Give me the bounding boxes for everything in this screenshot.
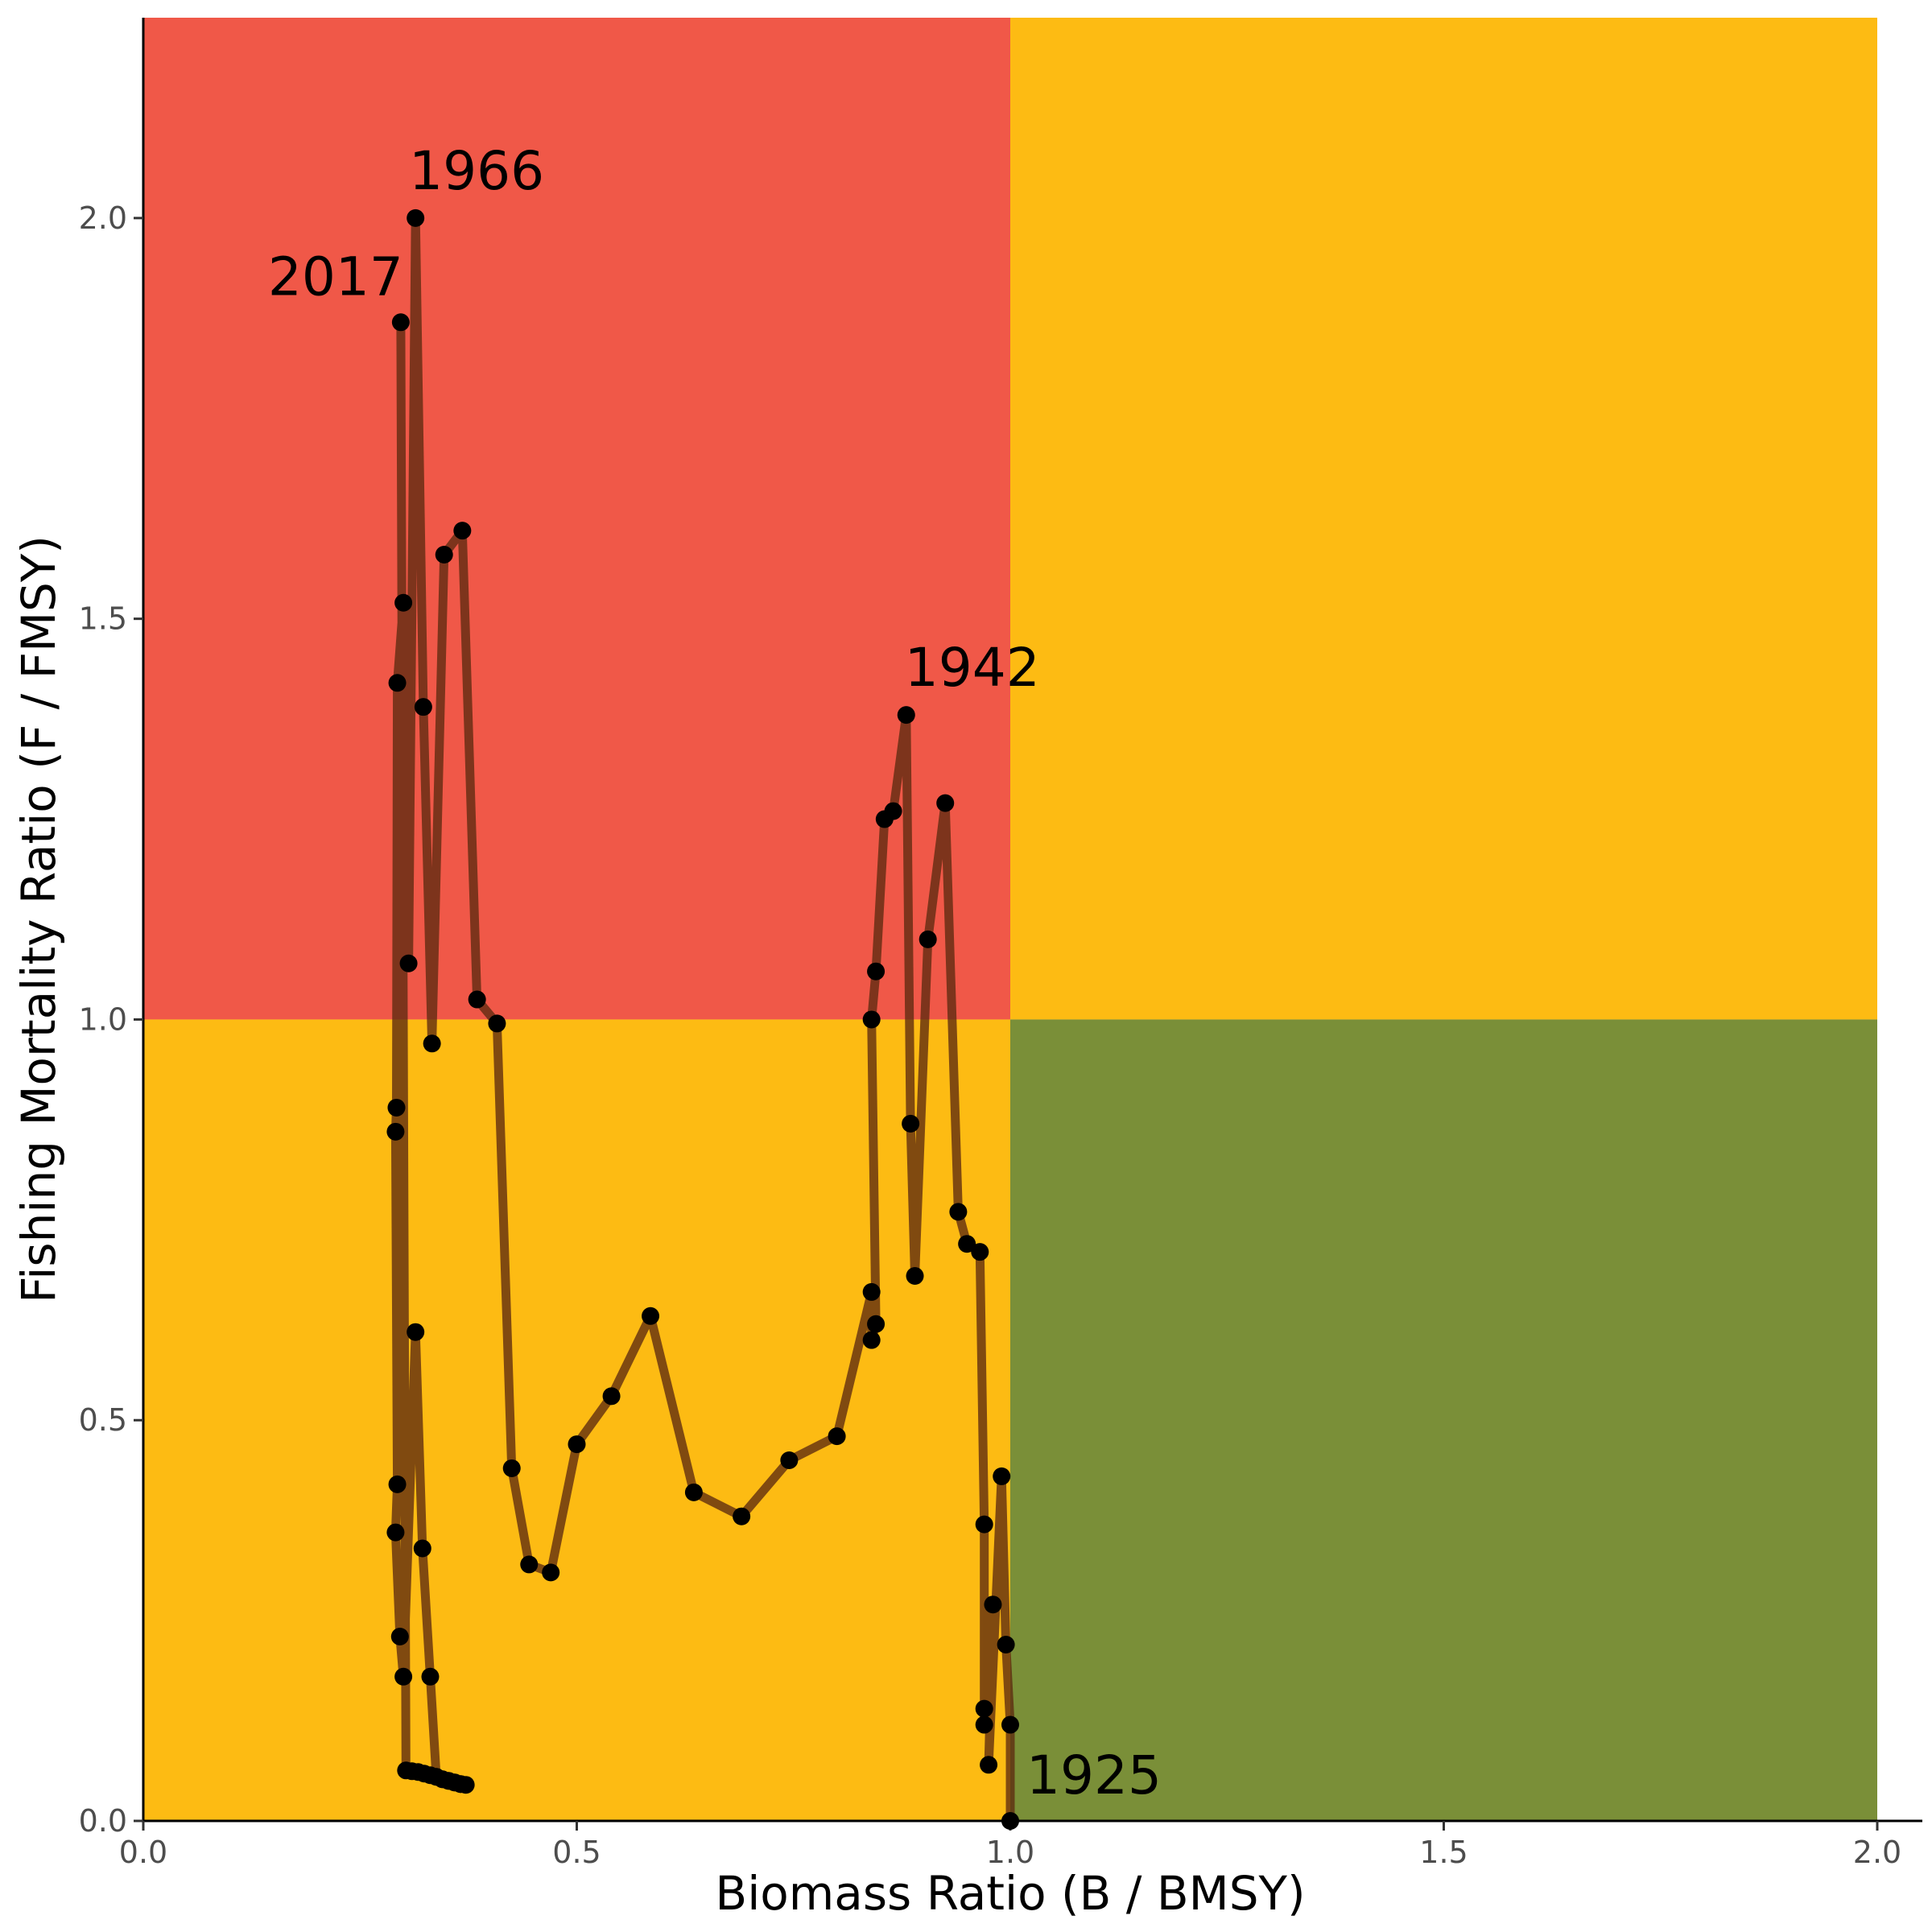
- data-point: [867, 962, 886, 980]
- data-point: [984, 1596, 1002, 1614]
- year-label-1925: 1925: [1026, 1744, 1162, 1806]
- y-tick-label: 1.5: [79, 601, 127, 637]
- year-label-1942: 1942: [905, 637, 1040, 699]
- data-point: [867, 1315, 886, 1333]
- data-point: [936, 794, 955, 812]
- data-point: [902, 1114, 920, 1133]
- data-point: [897, 706, 915, 724]
- data-point: [971, 1243, 989, 1261]
- data-point: [975, 1699, 993, 1718]
- data-point: [862, 1282, 881, 1301]
- data-point: [1001, 1812, 1019, 1830]
- data-point: [975, 1715, 993, 1734]
- data-point: [862, 1010, 881, 1029]
- data-point: [407, 1323, 425, 1341]
- x-tick-label: 1.0: [986, 1835, 1034, 1870]
- year-label-1966: 1966: [409, 140, 544, 202]
- zone-overfished-overfishing: [143, 18, 1010, 1020]
- data-point: [733, 1507, 751, 1525]
- data-point: [642, 1307, 660, 1325]
- y-tick-label: 1.0: [79, 1001, 127, 1037]
- status-zones: [143, 18, 1877, 1821]
- data-point: [684, 1483, 703, 1501]
- data-point: [468, 990, 486, 1009]
- data-point: [1001, 1715, 1019, 1734]
- data-point: [520, 1555, 539, 1574]
- data-point: [414, 698, 432, 716]
- data-point: [997, 1635, 1015, 1653]
- data-point: [423, 1034, 441, 1053]
- data-point: [542, 1563, 560, 1582]
- data-point: [875, 810, 894, 828]
- data-point: [397, 1761, 415, 1780]
- data-point: [390, 1628, 409, 1646]
- data-point: [975, 1515, 993, 1534]
- axes: [142, 18, 1922, 1823]
- x-tick-label: 1.5: [1419, 1835, 1468, 1870]
- data-point: [388, 1475, 407, 1493]
- year-label-2017: 2017: [268, 246, 403, 308]
- data-point: [993, 1467, 1011, 1485]
- x-tick-label: 0.0: [119, 1835, 167, 1870]
- data-point: [980, 1756, 998, 1774]
- data-point: [407, 208, 425, 227]
- data-point: [421, 1667, 440, 1686]
- data-point: [391, 313, 410, 332]
- data-point: [862, 1331, 881, 1349]
- y-axis-title: Fishing Mortality Ratio (F / FMSY): [11, 535, 66, 1303]
- y-tick-label: 0.5: [79, 1402, 127, 1438]
- trajectory-points: [386, 208, 1019, 1830]
- x-tick-label: 2.0: [1853, 1835, 1901, 1870]
- data-point: [394, 593, 413, 612]
- data-point: [435, 546, 453, 564]
- data-point: [413, 1539, 431, 1558]
- data-point: [919, 930, 937, 948]
- y-axis-ticks: 0.0 0.5 1.0 1.5 2.0: [79, 200, 143, 1839]
- x-axis-title: Biomass Ratio (B / BMSY): [715, 1866, 1305, 1921]
- data-point: [949, 1203, 968, 1221]
- x-tick-label: 0.5: [552, 1835, 601, 1870]
- data-point: [394, 1667, 413, 1686]
- zone-overfishing: [1010, 18, 1877, 1020]
- zone-healthy: [1010, 1019, 1877, 1821]
- data-point: [387, 1098, 406, 1117]
- zone-overfished: [143, 1019, 1010, 1821]
- data-point: [488, 1014, 506, 1033]
- data-point: [602, 1387, 621, 1406]
- data-point: [388, 674, 407, 692]
- data-point: [828, 1427, 846, 1446]
- y-tick-label: 0.0: [79, 1803, 127, 1839]
- data-point: [780, 1451, 799, 1469]
- data-point: [386, 1122, 405, 1141]
- data-point: [568, 1435, 586, 1454]
- data-point: [958, 1235, 976, 1253]
- data-point: [502, 1459, 521, 1477]
- data-point: [386, 1523, 405, 1542]
- data-point: [399, 954, 418, 972]
- data-point: [453, 522, 472, 540]
- y-tick-label: 2.0: [79, 200, 127, 236]
- data-point: [906, 1267, 924, 1286]
